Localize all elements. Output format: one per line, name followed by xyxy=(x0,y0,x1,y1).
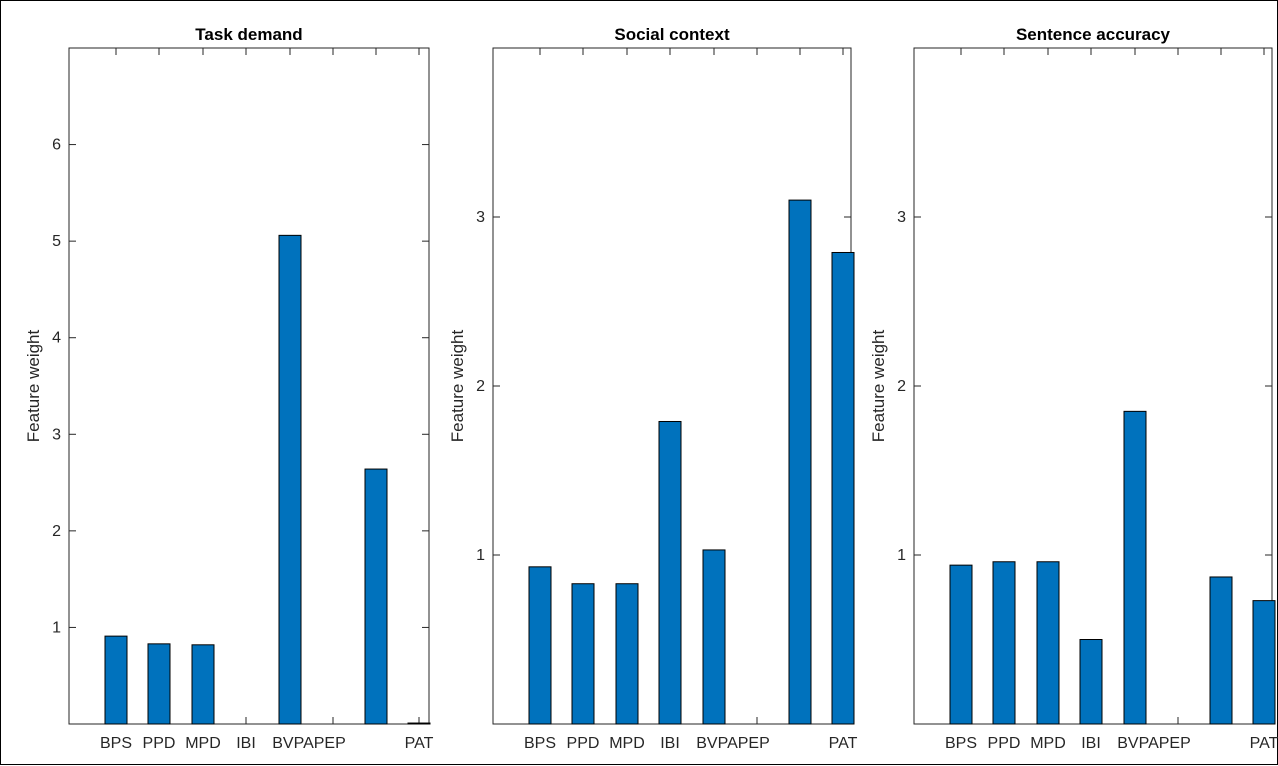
chart-2-xtick-label: BPS xyxy=(524,735,556,752)
chart-3-bar-bvp xyxy=(1123,410,1147,725)
chart-1-bar-ppd xyxy=(147,643,171,725)
chart-2-bar-pep xyxy=(788,199,812,725)
chart-1-xtick-label: BPS xyxy=(100,735,132,752)
chart-1-bar-bvp xyxy=(278,234,302,725)
chart-3-xtick-label: BPS xyxy=(945,735,977,752)
chart-3-bar-bps xyxy=(949,564,973,725)
chart-3-ytick-label: 1 xyxy=(897,547,906,564)
chart-2-ylabel: Feature weight xyxy=(448,329,467,442)
chart-2-xtick-label: PAT xyxy=(829,735,858,752)
chart-1-ytick-label: 3 xyxy=(52,426,61,443)
chart-1-bar-pep xyxy=(364,468,388,725)
chart-2-xtick-label: BVPAPEP xyxy=(696,735,770,752)
chart-1-xtick-label: BVPAPEP xyxy=(272,735,346,752)
chart-2-title: Social context xyxy=(614,25,730,44)
chart-1-xtick-label: IBI xyxy=(236,735,256,752)
chart-2-ytick-label: 2 xyxy=(476,378,485,395)
chart-2-xtick-label: MPD xyxy=(609,735,645,752)
chart-3-title: Sentence accuracy xyxy=(1016,25,1171,44)
chart-2-bar-bvp xyxy=(702,549,726,725)
chart-1-ytick-label: 4 xyxy=(52,330,61,347)
chart-3-bar-ppd xyxy=(992,561,1016,725)
chart-1-xtick-label: PPD xyxy=(143,735,176,752)
chart-3-xtick-label: PPD xyxy=(988,735,1021,752)
chart-3-ylabel: Feature weight xyxy=(869,329,888,442)
chart-1-ylabel: Feature weight xyxy=(24,329,43,442)
chart-1-xtick-label: PAT xyxy=(405,735,434,752)
chart-2-bar-bps xyxy=(528,566,552,725)
chart-1-ytick-label: 6 xyxy=(52,137,61,154)
chart-1-xtick-label: MPD xyxy=(185,735,221,752)
chart-1-title: Task demand xyxy=(195,25,302,44)
chart-3-bar-mpd xyxy=(1036,561,1060,725)
chart-2-bar-pat xyxy=(831,251,855,725)
chart-3-ytick-label: 3 xyxy=(897,209,906,226)
chart-2-ytick-label: 3 xyxy=(476,209,485,226)
chart-1-ytick-label: 2 xyxy=(52,523,61,540)
chart-2-bar-ppd xyxy=(571,583,595,725)
chart-1-bar-mpd xyxy=(191,644,215,725)
chart-1-ytick-label: 1 xyxy=(52,619,61,636)
chart-3-bar-ibi xyxy=(1079,639,1103,725)
chart-2-xtick-label: IBI xyxy=(660,735,680,752)
chart-2-bar-ibi xyxy=(658,420,682,725)
chart-3-xtick-label: MPD xyxy=(1030,735,1066,752)
chart-1-ytick-label: 5 xyxy=(52,233,61,250)
chart-1-bar-pat xyxy=(407,722,431,725)
chart-3-xtick-label: BVPAPEP xyxy=(1117,735,1191,752)
chart-1-bar-bps xyxy=(104,635,128,725)
chart-3-xtick-label: IBI xyxy=(1081,735,1101,752)
chart-2-xtick-label: PPD xyxy=(567,735,600,752)
chart-3-ytick-label: 2 xyxy=(897,378,906,395)
chart-3-xtick-label: PAT xyxy=(1250,735,1278,752)
chart-3-bar-pat xyxy=(1252,600,1276,725)
chart-3-bar-pep xyxy=(1209,576,1233,725)
chart-2-ytick-label: 1 xyxy=(476,547,485,564)
chart-2-bar-mpd xyxy=(615,583,639,725)
